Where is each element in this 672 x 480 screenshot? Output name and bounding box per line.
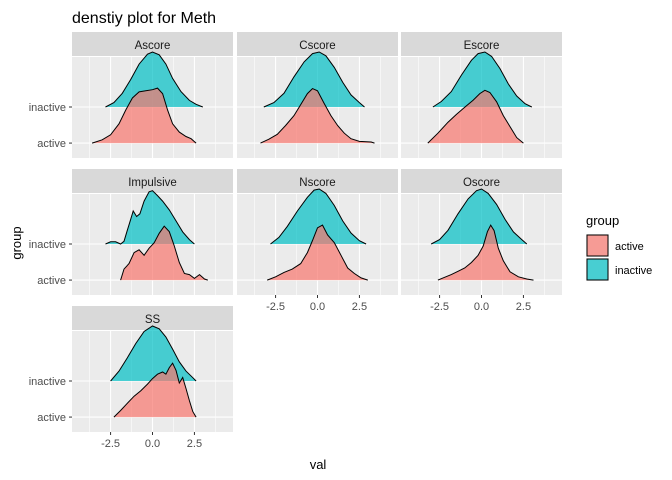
ridge-fill-oscore-active xyxy=(437,225,534,281)
strip-label-ascore: Ascore xyxy=(135,40,171,52)
ridge-line-ascore-active xyxy=(91,87,197,144)
strip-label-nscore: Nscore xyxy=(299,177,335,189)
facet-nscore: Nscore -2.5 0.0 2.5 xyxy=(237,169,398,313)
facet-panels: Ascore active inactive Cscore Escore Impulsiv… xyxy=(29,32,562,450)
x-tick-label-nscore-0: -2.5 xyxy=(266,301,285,313)
ridge-line-nscore-inactive xyxy=(270,188,367,245)
y-tick-label-impulsive-inactive: inactive xyxy=(29,239,66,251)
y-tick-label-ascore-active: active xyxy=(37,138,66,150)
ridge-line-cscore-active xyxy=(260,88,375,144)
facet-escore: Escore xyxy=(401,32,562,158)
strip-impulsive xyxy=(72,169,233,193)
x-tick-label-ss-0: -2.5 xyxy=(101,438,120,450)
legend-label-active: active xyxy=(615,241,644,253)
ridge-fill-escore-inactive xyxy=(432,52,532,107)
plot-title: denstiy plot for Meth xyxy=(72,10,216,27)
x-tick-label-oscore-1: 0.0 xyxy=(474,301,489,313)
facet-ascore: Ascore active inactive xyxy=(29,32,233,158)
ridge-fill-ascore-inactive xyxy=(105,52,203,107)
ridge-fill-nscore-inactive xyxy=(270,189,367,244)
x-tick-label-oscore-2: 2.5 xyxy=(516,301,531,313)
y-axis-title: group xyxy=(9,226,24,259)
ridge-fill-impulsive-inactive xyxy=(105,190,195,244)
x-tick-label-ss-1: 0.0 xyxy=(145,438,160,450)
facet-impulsive: Impulsive active inactive xyxy=(29,169,233,295)
facet-ss: SS active inactive -2.5 0.0 2.5 xyxy=(29,306,233,450)
ridge-fill-nscore-active xyxy=(267,225,368,281)
ridge-line-oscore-active xyxy=(437,224,534,281)
x-tick-label-oscore-0: -2.5 xyxy=(430,301,449,313)
ridge-line-ss-active xyxy=(113,362,197,418)
ridge-line-impulsive-inactive xyxy=(105,190,195,245)
ridge-line-ascore-inactive xyxy=(105,51,203,108)
legend-title: group xyxy=(586,213,619,228)
strip-escore xyxy=(401,32,562,56)
ridge-line-escore-active xyxy=(427,89,524,144)
strip-label-ss: SS xyxy=(145,314,161,326)
legend-entries: active inactive xyxy=(586,234,652,281)
ridge-fill-oscore-inactive xyxy=(431,189,527,244)
ridge-line-impulsive-active xyxy=(120,225,208,281)
legend-label-inactive: inactive xyxy=(615,265,652,277)
legend-key-inactive xyxy=(586,258,609,281)
x-axis-title: val xyxy=(310,457,327,472)
y-tick-label-ss-inactive: inactive xyxy=(29,376,66,388)
facet-cscore: Cscore xyxy=(237,32,398,158)
ridge-fill-escore-active xyxy=(427,90,524,144)
x-tick-label-nscore-2: 2.5 xyxy=(352,301,367,313)
x-tick-label-nscore-1: 0.0 xyxy=(310,301,325,313)
y-tick-label-impulsive-active: active xyxy=(37,275,66,287)
facet-oscore: Oscore -2.5 0.0 2.5 xyxy=(401,169,562,313)
legend: group active inactive xyxy=(586,213,652,281)
ridge-fill-cscore-inactive xyxy=(263,52,365,107)
strip-label-escore: Escore xyxy=(464,40,500,52)
y-tick-label-ascore-inactive: inactive xyxy=(29,102,66,114)
strip-label-impulsive: Impulsive xyxy=(128,177,177,189)
ridge-line-oscore-inactive xyxy=(430,188,528,245)
ridge-line-ss-inactive xyxy=(110,325,197,382)
x-tick-label-ss-2: 2.5 xyxy=(187,438,202,450)
ridge-fill-impulsive-active xyxy=(120,226,208,281)
ridge-fill-ss-active xyxy=(113,363,197,418)
ridge-fill-ascore-active xyxy=(92,88,197,144)
ridge-line-cscore-inactive xyxy=(263,51,365,108)
y-tick-label-ss-active: active xyxy=(37,412,66,424)
strip-label-cscore: Cscore xyxy=(299,40,335,52)
legend-key-active xyxy=(586,234,609,257)
ridge-line-escore-inactive xyxy=(432,51,533,108)
ridge-fill-cscore-active xyxy=(260,88,375,144)
strip-label-oscore: Oscore xyxy=(463,177,500,189)
ridge-line-nscore-active xyxy=(267,224,368,281)
